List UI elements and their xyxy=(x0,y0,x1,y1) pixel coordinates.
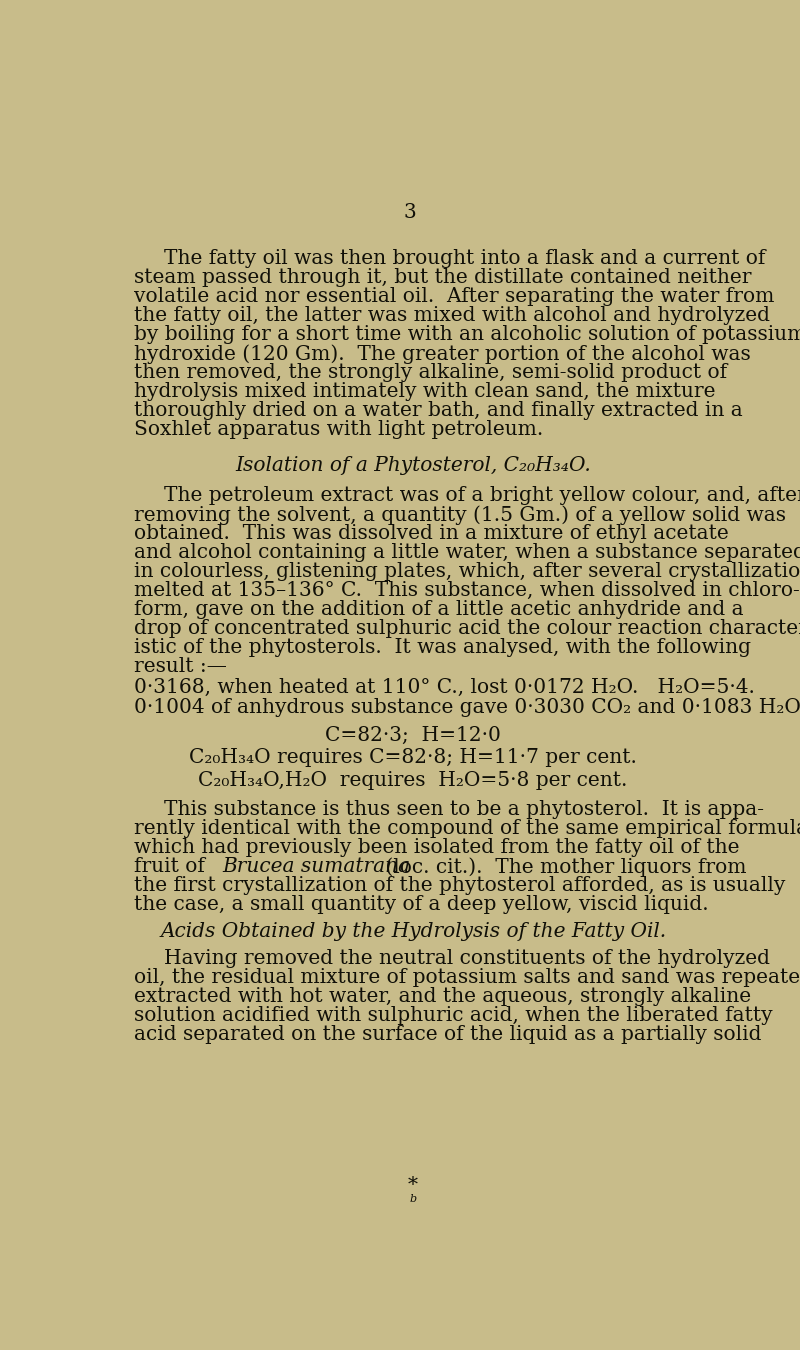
Text: the first crystallization of the phytosterol afforded, as is usually: the first crystallization of the phytost… xyxy=(134,876,786,895)
Text: fruit of: fruit of xyxy=(134,857,211,876)
Text: The fatty oil was then brought into a flask and a current of: The fatty oil was then brought into a fl… xyxy=(164,250,766,269)
Text: Isolation of a Phytosterol, C₂₀H₃₄O.: Isolation of a Phytosterol, C₂₀H₃₄O. xyxy=(235,456,591,475)
Text: acid separated on the surface of the liquid as a partially solid: acid separated on the surface of the liq… xyxy=(134,1025,762,1044)
Text: extracted with hot water, and the aqueous, strongly alkaline: extracted with hot water, and the aqueou… xyxy=(134,987,751,1006)
Text: melted at 135–136° C.  This substance, when dissolved in chloro-: melted at 135–136° C. This substance, wh… xyxy=(134,580,800,599)
Text: istic of the phytosterols.  It was analysed, with the following: istic of the phytosterols. It was analys… xyxy=(134,637,751,656)
Text: result :—: result :— xyxy=(134,656,227,675)
Text: This substance is thus seen to be a phytosterol.  It is appa-: This substance is thus seen to be a phyt… xyxy=(164,801,764,819)
Text: hydrolysis mixed intimately with clean sand, the mixture: hydrolysis mixed intimately with clean s… xyxy=(134,382,716,401)
Text: 3: 3 xyxy=(404,202,416,221)
Text: C₂₀H₃₄O,H₂O  requires  H₂O=5·8 per cent.: C₂₀H₃₄O,H₂O requires H₂O=5·8 per cent. xyxy=(198,771,628,790)
Text: the fatty oil, the latter was mixed with alcohol and hydrolyzed: the fatty oil, the latter was mixed with… xyxy=(134,306,770,325)
Text: in colourless, glistening plates, which, after several crystallizations,: in colourless, glistening plates, which,… xyxy=(134,562,800,580)
Text: The petroleum extract was of a bright yellow colour, and, after: The petroleum extract was of a bright ye… xyxy=(164,486,800,505)
Text: rently identical with the compound of the same empirical formula: rently identical with the compound of th… xyxy=(134,819,800,838)
Text: b: b xyxy=(410,1195,417,1204)
Text: then removed, the strongly alkaline, semi-solid product of: then removed, the strongly alkaline, sem… xyxy=(134,363,727,382)
Text: 0·3168, when heated at 110° C., lost 0·0172 H₂O.   H₂O=5·4.: 0·3168, when heated at 110° C., lost 0·0… xyxy=(134,678,755,697)
Text: Soxhlet apparatus with light petroleum.: Soxhlet apparatus with light petroleum. xyxy=(134,420,543,439)
Text: 0·1004 of anhydrous substance gave 0·3030 CO₂ and 0·1083 H₂O.: 0·1004 of anhydrous substance gave 0·303… xyxy=(134,698,800,717)
Text: by boiling for a short time with an alcoholic solution of potassium: by boiling for a short time with an alco… xyxy=(134,325,800,344)
Text: form, gave on the addition of a little acetic anhydride and a: form, gave on the addition of a little a… xyxy=(134,599,744,618)
Text: Acids Obtained by the Hydrolysis of the Fatty Oil.: Acids Obtained by the Hydrolysis of the … xyxy=(160,922,666,941)
Text: which had previously been isolated from the fatty oil of the: which had previously been isolated from … xyxy=(134,838,740,857)
Text: *: * xyxy=(408,1176,418,1195)
Text: Having removed the neutral constituents of the hydrolyzed: Having removed the neutral constituents … xyxy=(164,949,770,968)
Text: removing the solvent, a quantity (1.5 Gm.) of a yellow solid was: removing the solvent, a quantity (1.5 Gm… xyxy=(134,505,786,525)
Text: solution acidified with sulphuric acid, when the liberated fatty: solution acidified with sulphuric acid, … xyxy=(134,1006,773,1025)
Text: steam passed through it, but the distillate contained neither: steam passed through it, but the distill… xyxy=(134,269,752,288)
Text: (loc. cit.).  The mother liquors from: (loc. cit.). The mother liquors from xyxy=(379,857,746,876)
Text: oil, the residual mixture of potassium salts and sand was repeatedly: oil, the residual mixture of potassium s… xyxy=(134,968,800,987)
Text: C₂₀H₃₄O requires C=82·8; H=11·7 per cent.: C₂₀H₃₄O requires C=82·8; H=11·7 per cent… xyxy=(189,748,637,767)
Text: the case, a small quantity of a deep yellow, viscid liquid.: the case, a small quantity of a deep yel… xyxy=(134,895,709,914)
Text: volatile acid nor essential oil.  After separating the water from: volatile acid nor essential oil. After s… xyxy=(134,288,774,306)
Text: Brucea sumatrana: Brucea sumatrana xyxy=(222,857,410,876)
Text: thoroughly dried on a water bath, and finally extracted in a: thoroughly dried on a water bath, and fi… xyxy=(134,401,743,420)
Text: hydroxide (120 Gm).  The greater portion of the alcohol was: hydroxide (120 Gm). The greater portion … xyxy=(134,344,751,363)
Text: drop of concentrated sulphuric acid the colour reaction character-: drop of concentrated sulphuric acid the … xyxy=(134,618,800,637)
Text: obtained.  This was dissolved in a mixture of ethyl acetate: obtained. This was dissolved in a mixtur… xyxy=(134,524,729,543)
Text: C=82·3;  H=12·0: C=82·3; H=12·0 xyxy=(325,725,501,744)
Text: and alcohol containing a little water, when a substance separated: and alcohol containing a little water, w… xyxy=(134,543,800,562)
